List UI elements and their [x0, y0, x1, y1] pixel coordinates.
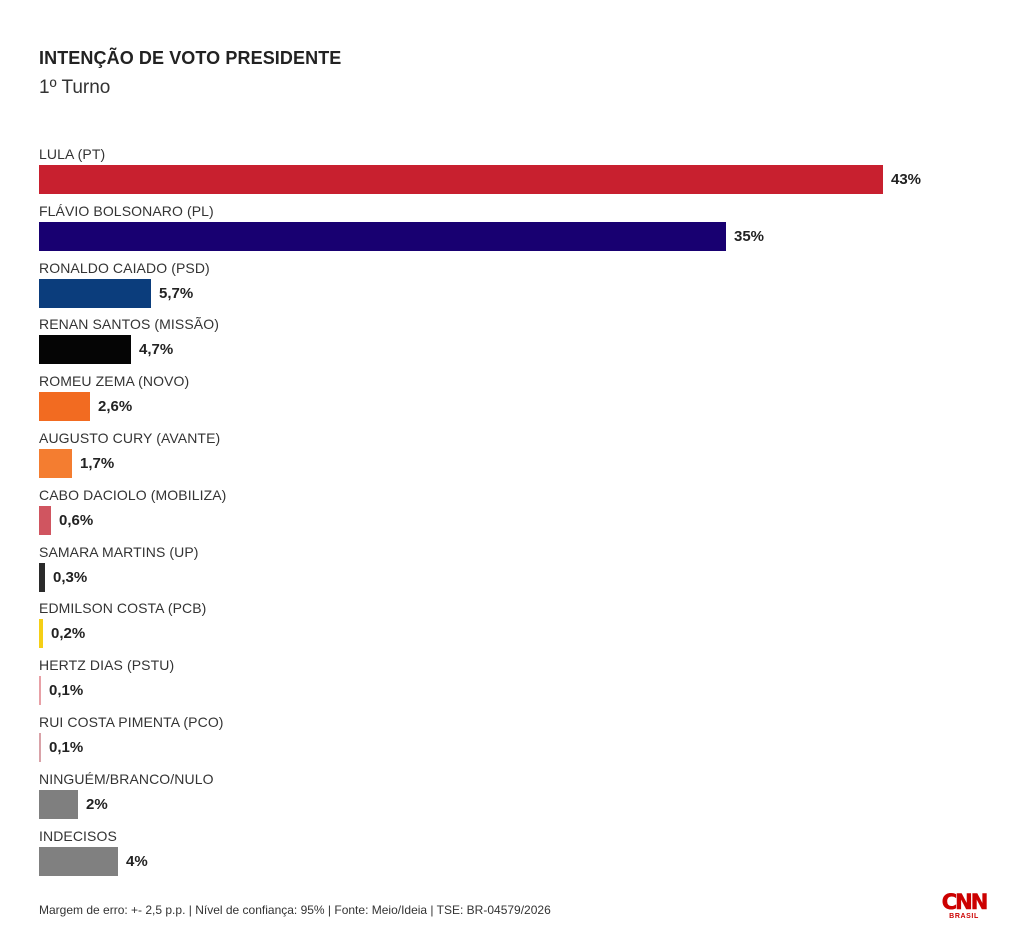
bar: [39, 676, 41, 706]
bar-value-label: 0,3%: [53, 568, 88, 586]
bar-value-label: 5,7%: [159, 284, 194, 302]
bar-label: RENAN SANTOS (MISSÃO): [39, 316, 219, 333]
bar: [39, 165, 883, 194]
bar-label: FLÁVIO BOLSONARO (PL): [39, 202, 214, 219]
bar-label: EDMILSON COSTA (PCB): [39, 600, 207, 617]
bar: [39, 221, 726, 251]
bar: [39, 846, 118, 876]
bar: [39, 392, 90, 422]
bar-label: LULA (PT): [39, 146, 106, 162]
chart-title: INTENÇÃO DE VOTO PRESIDENTE: [39, 48, 342, 68]
logo-sub: BRASIL: [949, 913, 979, 920]
footer-note: Margem de erro: +- 2,5 p.p. | Nível de c…: [39, 903, 551, 917]
bar: [39, 505, 51, 535]
bar-label: AUGUSTO CURY (AVANTE): [39, 430, 221, 446]
bar: [39, 733, 41, 762]
bar-label: RONALDO CAIADO (PSD): [39, 259, 210, 276]
bar-value-label: 2%: [86, 795, 108, 813]
chart-subtitle: 1º Turno: [39, 77, 111, 98]
bar-label: INDECISOS: [39, 827, 117, 844]
bar: [39, 278, 151, 308]
bar-value-label: 0,6%: [59, 511, 94, 529]
bar-value-label: 35%: [734, 227, 765, 245]
bar-value-label: 4%: [126, 852, 148, 870]
bar: [39, 449, 72, 478]
bar-label: ROMEU ZEMA (NOVO): [39, 373, 190, 390]
bar-label: HERTZ DIAS (PSTU): [39, 657, 175, 674]
bar-label: NINGUÉM/BRANCO/NULO: [39, 770, 214, 787]
bar-value-label: 1,7%: [80, 455, 115, 472]
bar-value-label: 4,7%: [139, 341, 174, 359]
bar-label: RUI COSTA PIMENTA (PCO): [39, 714, 224, 730]
bar-label: CABO DACIOLO (MOBILIZA): [39, 486, 227, 503]
bar: [39, 562, 45, 592]
bar-value-label: 2,6%: [98, 398, 133, 416]
bar: [39, 335, 131, 365]
logo-word: CNN: [941, 890, 988, 915]
bar-value-label: 0,1%: [49, 739, 84, 756]
bar-value-label: 43%: [891, 171, 922, 188]
bar-value-label: 0,2%: [51, 625, 86, 643]
bar-value-label: 0,1%: [49, 682, 84, 700]
bar: [39, 789, 78, 819]
bar-label: SAMARA MARTINS (UP): [39, 543, 199, 560]
cnn-brasil-logo: CNN BRASIL: [940, 890, 988, 926]
bar: [39, 619, 43, 649]
